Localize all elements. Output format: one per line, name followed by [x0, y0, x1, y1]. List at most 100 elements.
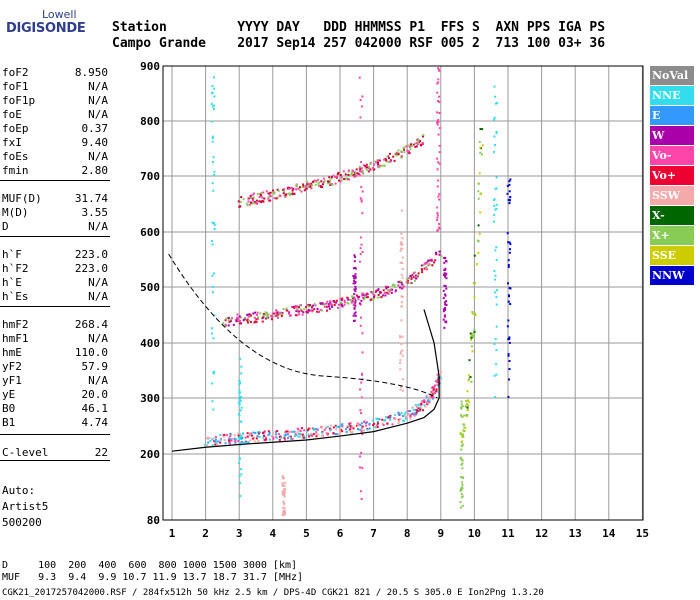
echo-dot	[427, 396, 430, 399]
echo-dot	[372, 424, 375, 427]
echo-dot	[250, 314, 253, 317]
echo-dot	[420, 264, 423, 267]
echo-dot	[272, 437, 275, 440]
echo-dot	[248, 319, 251, 322]
echo-dot	[359, 388, 362, 391]
echo-dot	[274, 315, 277, 318]
echo-dot	[223, 324, 226, 327]
param-row-fof1: foF1 N/A	[2, 80, 108, 94]
echo-dot	[400, 150, 403, 153]
echo-dot	[508, 202, 511, 205]
echo-dot	[461, 405, 464, 408]
echo-dot	[241, 433, 244, 436]
echo-dot	[506, 325, 509, 328]
echo-dot	[399, 261, 402, 264]
echo-dot	[326, 434, 329, 437]
echo-dot	[240, 441, 243, 444]
echo-dot	[438, 111, 441, 114]
echo-dot	[296, 305, 299, 308]
echo-dot	[325, 305, 328, 308]
echo-dot	[372, 293, 375, 296]
echo-dot	[426, 401, 429, 404]
echo-dot	[286, 430, 289, 433]
echo-dot	[373, 168, 376, 171]
echo-dot	[205, 436, 208, 439]
echo-dot	[362, 294, 365, 297]
echo-dot	[360, 105, 363, 108]
echo-dot	[240, 365, 243, 368]
echo-dot	[316, 310, 319, 313]
echo-dot	[343, 303, 346, 306]
echo-dot	[494, 208, 497, 211]
echo-dot	[399, 249, 402, 252]
param-value: N/A	[88, 80, 108, 93]
echo-dot	[308, 435, 311, 438]
echo-dot	[320, 426, 323, 429]
echo-dot	[471, 312, 474, 315]
echo-dot	[331, 183, 334, 186]
echo-dot	[360, 412, 363, 415]
echo-dot	[393, 159, 396, 162]
echo-dot	[395, 154, 398, 157]
param-value: 2.80	[81, 164, 109, 177]
x-tick-label: 3	[236, 527, 243, 540]
echo-dot	[291, 430, 294, 433]
echo-dot	[298, 304, 301, 307]
legend-item-sse: SSE	[650, 246, 694, 265]
echo-dot	[362, 164, 365, 167]
echo-dot	[440, 371, 443, 374]
echo-dot	[375, 289, 378, 292]
echo-dot	[439, 380, 442, 383]
echo-dot	[238, 437, 241, 440]
echo-dot	[358, 302, 361, 305]
echo-dot	[309, 184, 312, 187]
echo-dot	[323, 179, 326, 182]
echo-dot	[437, 378, 440, 381]
echo-dot	[460, 445, 463, 448]
echo-dot	[494, 278, 497, 281]
echo-dot	[244, 436, 247, 439]
echo-dot	[283, 506, 286, 509]
echo-dot	[360, 396, 363, 399]
echo-dot	[275, 197, 278, 200]
echo-dot	[433, 390, 436, 393]
echo-dot	[443, 314, 446, 317]
echo-dot	[276, 313, 279, 316]
echo-dot	[506, 192, 509, 195]
echo-dot	[297, 187, 300, 190]
echo-dot	[357, 424, 360, 427]
x-tick-label: 7	[370, 527, 377, 540]
echo-dot	[264, 313, 267, 316]
echo-dot	[468, 374, 471, 377]
echo-dot	[376, 296, 379, 299]
echo-dot	[248, 432, 251, 435]
param-name: h`Es	[2, 290, 29, 303]
echo-dot	[341, 430, 344, 433]
echo-dot	[413, 413, 416, 416]
echo-dot	[494, 338, 497, 341]
echo-dot	[369, 162, 372, 165]
echo-dot	[403, 146, 406, 149]
echo-dot	[400, 241, 403, 244]
echo-dot	[355, 294, 358, 297]
param-value: 268.4	[74, 318, 108, 331]
echo-dot	[293, 435, 296, 438]
echo-dot	[267, 434, 270, 437]
echo-dot	[436, 206, 439, 209]
echo-dot	[442, 318, 445, 321]
echo-dot	[427, 264, 430, 267]
echo-dot	[341, 297, 344, 300]
echo-dot	[276, 311, 279, 314]
echo-dot	[495, 207, 498, 210]
y-tick-label: 400	[140, 337, 160, 350]
echo-dot	[332, 426, 335, 429]
echo-dot	[443, 284, 446, 287]
echo-dot	[260, 194, 263, 197]
echo-dot	[299, 432, 302, 435]
echo-dot	[400, 242, 403, 245]
echo-dot	[417, 142, 420, 145]
echo-dot	[461, 481, 464, 484]
y-tick-label: 900	[140, 60, 160, 73]
echo-dot	[277, 313, 280, 316]
echo-dot	[494, 102, 497, 105]
